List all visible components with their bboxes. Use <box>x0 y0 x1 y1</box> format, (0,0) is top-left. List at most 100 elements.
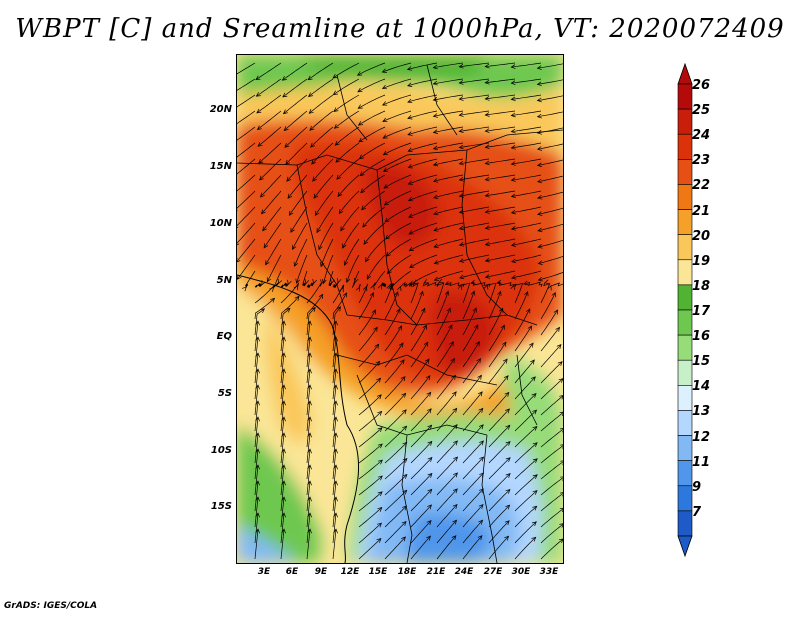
streamline-arrowhead <box>560 444 563 449</box>
streamline <box>410 358 430 384</box>
streamline-arrowhead <box>422 324 427 330</box>
streamline <box>254 497 259 528</box>
streamline-arrowhead <box>336 174 342 180</box>
streamline <box>365 238 386 262</box>
map-plot-area <box>236 54 564 564</box>
streamline <box>358 475 383 496</box>
streamline-arrowhead <box>407 147 413 153</box>
streamline <box>433 110 464 117</box>
streamline-arrowhead <box>407 98 413 104</box>
streamline <box>436 519 457 544</box>
streamline-arrowhead <box>458 96 464 101</box>
streamline <box>280 481 285 512</box>
streamline <box>514 521 537 544</box>
streamline-arrowhead <box>409 280 415 286</box>
streamline <box>256 78 282 97</box>
streamline-arrowhead <box>376 537 382 543</box>
streamline-arrowhead <box>383 200 389 206</box>
streamline-arrowhead <box>281 368 286 374</box>
streamline-arrowhead <box>478 504 484 510</box>
streamline <box>410 308 426 336</box>
streamline <box>540 445 563 464</box>
streamline-arrowhead <box>307 448 312 454</box>
streamline <box>360 174 386 193</box>
streamline-arrowhead <box>358 154 364 160</box>
streamline-arrowhead <box>263 243 269 249</box>
streamline-arrowhead <box>383 184 389 189</box>
streamline <box>433 190 464 199</box>
streamline <box>306 449 311 480</box>
streamline-arrowhead <box>281 528 286 534</box>
streamline <box>254 385 259 416</box>
streamline <box>462 456 484 480</box>
streamline <box>537 223 563 232</box>
streamline-arrowhead <box>510 193 516 199</box>
streamline-arrowhead <box>532 409 538 415</box>
streamline <box>433 126 464 133</box>
streamline-arrowhead <box>426 520 432 526</box>
streamline <box>459 62 490 68</box>
streamline <box>408 142 438 152</box>
streamline <box>410 489 432 512</box>
streamline <box>514 308 531 336</box>
streamline <box>459 238 490 246</box>
streamline-arrowhead <box>458 160 464 166</box>
streamline <box>306 294 323 320</box>
streamline-arrowhead <box>287 279 292 286</box>
streamline <box>523 281 543 288</box>
streamline-arrowhead <box>333 416 338 422</box>
streamline-arrowhead <box>310 306 316 312</box>
streamline-arrowhead <box>320 279 325 285</box>
streamline-arrowhead <box>484 257 490 263</box>
streamline-arrowhead <box>536 97 542 103</box>
streamline-arrowhead <box>510 242 517 247</box>
streamline-arrowhead <box>399 359 405 365</box>
streamline-arrowhead <box>377 506 383 512</box>
streamline <box>254 298 275 320</box>
lon-label: 9E <box>314 567 328 577</box>
streamline-arrowhead <box>532 490 538 495</box>
streamline-arrowhead <box>458 144 464 150</box>
streamline <box>487 282 497 304</box>
streamline-arrowhead <box>505 488 511 494</box>
streamline <box>384 342 404 368</box>
lon-label: 24E <box>454 567 474 577</box>
streamline-arrowhead <box>255 416 260 422</box>
streamline <box>316 206 334 233</box>
streamline-arrowhead <box>426 408 432 414</box>
streamline <box>257 110 282 130</box>
streamline <box>408 190 438 202</box>
streamline <box>254 308 265 336</box>
streamline <box>540 538 563 560</box>
streamline <box>340 206 360 231</box>
streamline <box>306 282 314 288</box>
streamline-arrowhead <box>255 432 260 438</box>
streamline <box>336 158 360 180</box>
streamline-arrowhead <box>472 307 477 313</box>
streamline-arrowhead <box>530 359 535 365</box>
streamline-arrowhead <box>361 205 367 211</box>
streamline-arrowhead <box>333 124 339 129</box>
streamline-arrowhead <box>438 278 444 284</box>
streamline <box>540 344 562 368</box>
streamline-arrowhead <box>458 80 464 85</box>
streamline-arrowhead <box>292 244 297 250</box>
streamline <box>433 206 464 215</box>
streamline <box>358 283 369 304</box>
streamline <box>436 456 458 480</box>
streamline-arrowhead <box>262 226 267 232</box>
streamline <box>332 282 339 288</box>
streamline <box>459 94 490 100</box>
streamline <box>280 321 285 352</box>
streamline <box>306 385 311 416</box>
streamline-arrowhead <box>307 384 312 390</box>
streamline-arrowhead <box>382 117 388 122</box>
streamline-arrowhead <box>432 145 438 151</box>
streamline-arrowhead <box>500 324 505 330</box>
streamline <box>254 401 259 432</box>
streamline-arrowhead <box>362 222 368 228</box>
streamline-arrowhead <box>369 291 375 298</box>
streamline-arrowhead <box>336 306 341 312</box>
streamline <box>434 270 464 281</box>
streamline <box>436 291 449 320</box>
